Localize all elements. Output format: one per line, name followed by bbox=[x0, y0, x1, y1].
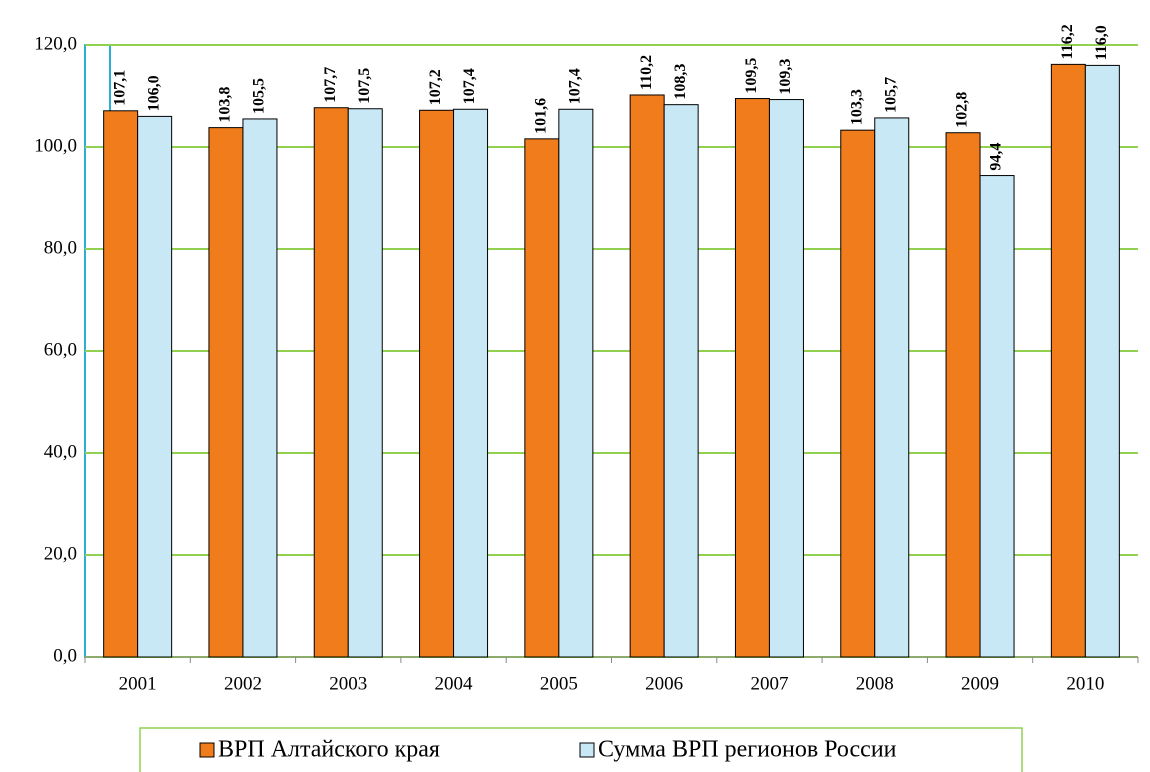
bar bbox=[1050, 63, 1086, 658]
x-tick-label: 2005 bbox=[540, 673, 578, 694]
x-tick-label: 2010 bbox=[1066, 673, 1104, 694]
bar bbox=[419, 109, 455, 658]
value-label: 109,3 bbox=[777, 59, 794, 95]
x-tick-label: 2002 bbox=[224, 673, 262, 694]
value-label: 101,6 bbox=[533, 98, 550, 134]
value-label: 107,4 bbox=[461, 68, 478, 104]
x-tick-label: 2006 bbox=[645, 673, 683, 694]
bar bbox=[874, 117, 910, 658]
value-label: 105,5 bbox=[251, 78, 268, 114]
value-label: 108,3 bbox=[672, 64, 689, 100]
bar bbox=[453, 108, 489, 658]
bar bbox=[137, 115, 173, 658]
bar bbox=[979, 175, 1015, 658]
x-tick-label: 2003 bbox=[329, 673, 367, 694]
x-tick-label: 2009 bbox=[961, 673, 999, 694]
bar bbox=[629, 94, 665, 658]
value-label: 116,0 bbox=[1093, 25, 1110, 60]
legend-label: ВРП Алтайского края bbox=[218, 737, 440, 763]
legend-swatch bbox=[579, 742, 595, 758]
x-tick-label: 2008 bbox=[856, 673, 894, 694]
value-label: 107,5 bbox=[356, 68, 373, 104]
y-tick-label: 120,0 bbox=[34, 33, 77, 54]
bar bbox=[768, 99, 804, 658]
value-label: 94,4 bbox=[988, 143, 1005, 171]
bar bbox=[663, 104, 699, 658]
legend-box bbox=[139, 727, 1023, 772]
bar bbox=[208, 127, 244, 658]
bar bbox=[945, 132, 981, 658]
x-tick-label: 2004 bbox=[435, 673, 474, 694]
x-tick-label: 2007 bbox=[750, 673, 788, 694]
value-label: 106,0 bbox=[145, 75, 162, 111]
legend-label: Сумма ВРП регионов России bbox=[598, 737, 897, 763]
value-label: 116,2 bbox=[1059, 24, 1076, 59]
y-tick-label: 0,0 bbox=[53, 645, 77, 666]
y-tick-label: 60,0 bbox=[44, 339, 77, 360]
bar bbox=[558, 108, 594, 658]
bar bbox=[242, 118, 278, 658]
value-label: 102,8 bbox=[954, 92, 971, 128]
value-label: 107,2 bbox=[427, 69, 444, 105]
x-tick-label: 2001 bbox=[119, 673, 157, 694]
bar bbox=[734, 98, 770, 658]
y-tick-label: 80,0 bbox=[44, 237, 77, 258]
y-tick-label: 40,0 bbox=[44, 441, 77, 462]
value-label: 109,5 bbox=[743, 58, 760, 94]
bar bbox=[347, 108, 383, 658]
value-label: 103,3 bbox=[848, 89, 865, 125]
bar bbox=[103, 110, 139, 658]
y-tick-label: 100,0 bbox=[34, 135, 77, 156]
bar bbox=[313, 107, 349, 658]
value-label: 107,7 bbox=[322, 67, 339, 103]
value-label: 107,1 bbox=[111, 70, 128, 106]
value-label: 103,8 bbox=[217, 87, 234, 123]
bar bbox=[524, 138, 560, 658]
value-label: 110,2 bbox=[638, 55, 655, 90]
value-label: 105,7 bbox=[882, 77, 899, 113]
y-tick-label: 20,0 bbox=[44, 543, 77, 564]
value-label: 107,4 bbox=[567, 68, 584, 104]
bar bbox=[1084, 64, 1120, 658]
bar bbox=[840, 129, 876, 658]
legend-swatch bbox=[199, 742, 215, 758]
